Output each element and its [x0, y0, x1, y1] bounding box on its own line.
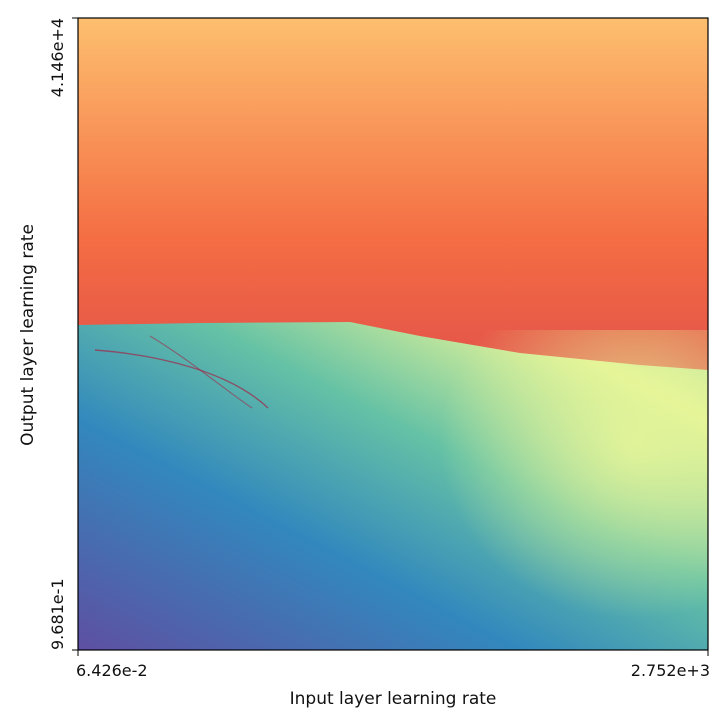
plot-area: [78, 18, 708, 650]
x-axis-label: Input layer learning rate: [290, 689, 497, 709]
x-tick-label-max: 2.752e+3: [631, 661, 710, 680]
plot-frame: [77, 17, 709, 651]
converged-glow: [350, 330, 708, 650]
boundary-curve: [94, 349, 269, 409]
y-tick-label-max: 4.146e+4: [48, 18, 67, 97]
boundary-curve-secondary: [149, 335, 253, 409]
y-axis-label: Output layer learning rate: [18, 224, 38, 446]
x-tick-label-min: 6.426e-2: [76, 661, 148, 680]
y-tick-label-min: 9.681e-1: [48, 578, 67, 650]
